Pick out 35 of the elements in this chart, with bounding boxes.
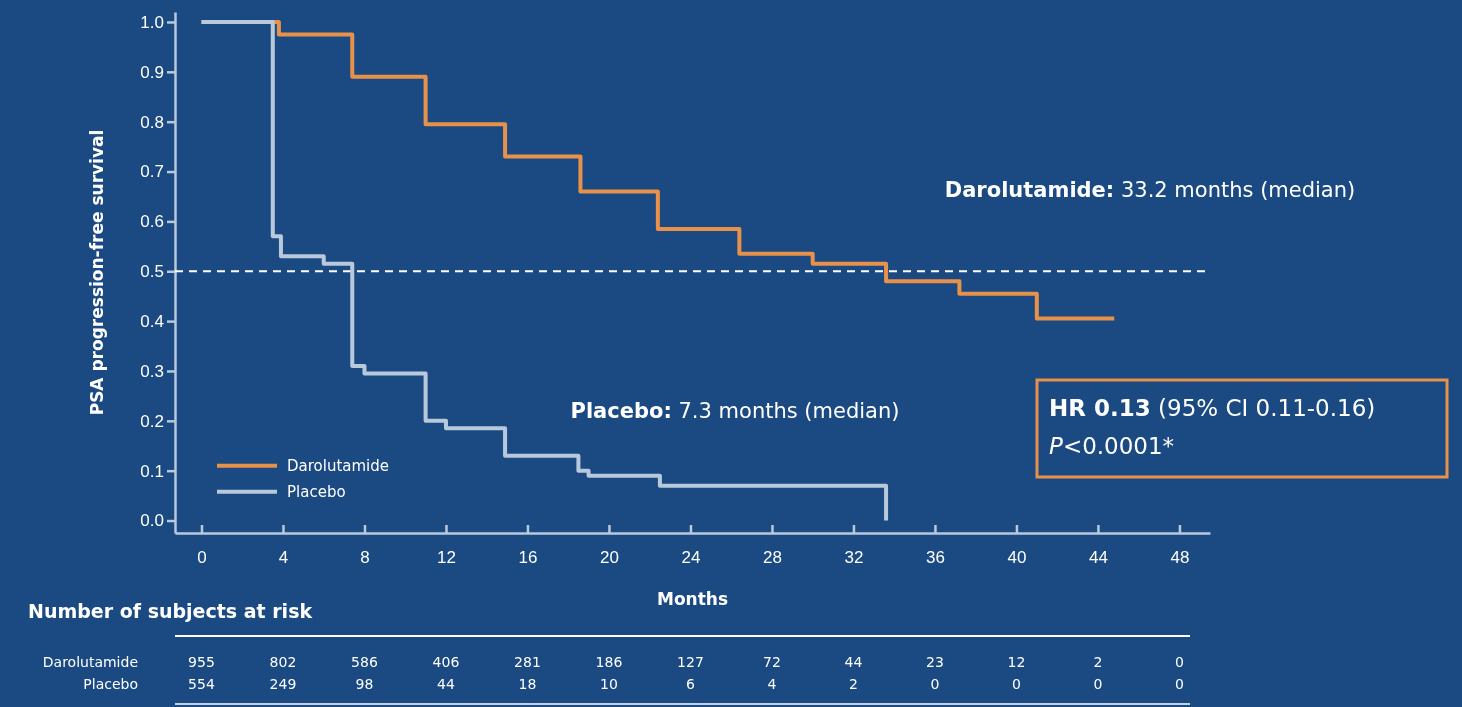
legend-label: Darolutamide: [287, 456, 390, 475]
text: Darolutamide 955 802 586 406 281 186 127 72 44 23 12 2 0: [42, 654, 1184, 670]
legend-label: Placebo: [287, 482, 346, 501]
y-tick-label: 0.8: [140, 112, 164, 132]
x-tick-label: 32: [844, 548, 864, 568]
x-tick-label: 40: [1007, 548, 1027, 568]
y-tick-label: 0.3: [140, 361, 164, 381]
x-tick-label: 20: [600, 548, 619, 568]
y-tick-label: 0.7: [140, 162, 164, 182]
annotation: P<0.0001*: [1049, 433, 1175, 459]
x-tick-label: 4: [278, 548, 289, 568]
x-axis-title: Months: [656, 589, 729, 609]
text: Number of subjects at risk: [28, 600, 313, 622]
x-tick-label: 28: [763, 548, 782, 568]
x-tick-label: 8: [360, 548, 370, 568]
y-tick-label: 0.6: [140, 212, 164, 232]
x-tick-label: 12: [437, 548, 456, 568]
x-tick-label: 0: [197, 548, 207, 568]
y-tick-label: 0.4: [140, 312, 164, 332]
x-tick-label: 44: [1088, 548, 1108, 568]
y-tick-label: 0.9: [140, 62, 164, 82]
x-tick-label: 16: [518, 548, 538, 568]
x-tick-label: 24: [681, 548, 701, 568]
y-tick-label: 1.0: [140, 12, 164, 32]
y-axis-title: PSA progression-free survival: [87, 129, 107, 416]
annotation: Placebo: 7.3 months (median): [570, 399, 900, 423]
text: Placebo 554 249 98 44 18 10 6 4 2 0 0 0 0: [83, 676, 1184, 692]
y-tick-label: 0.2: [140, 411, 164, 431]
annotation: HR 0.13 (95% CI 0.11-0.16): [1049, 395, 1376, 421]
y-tick-label: 0.1: [140, 461, 164, 481]
y-tick-label: 0.5: [140, 262, 164, 282]
x-tick-label: 48: [1170, 548, 1190, 568]
x-tick-label: 36: [925, 548, 945, 568]
y-tick-label: 0.0: [140, 511, 164, 531]
annotation: Darolutamide: 33.2 months (median): [944, 178, 1356, 202]
